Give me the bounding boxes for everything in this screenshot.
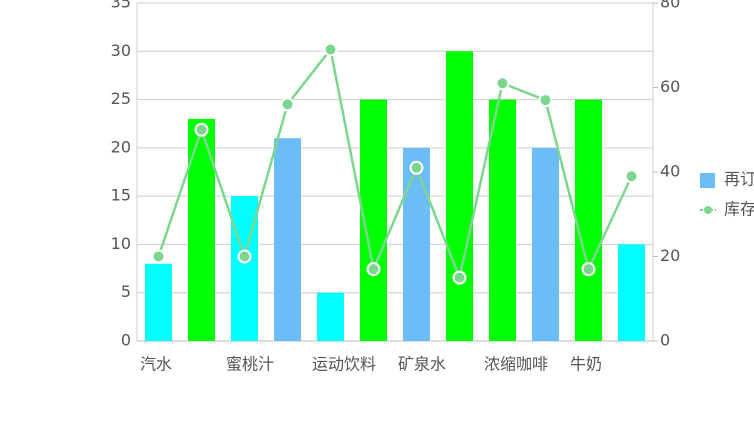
legend-label: 再订 bbox=[724, 170, 754, 189]
line-point bbox=[323, 42, 338, 57]
line-point bbox=[194, 122, 209, 137]
bar bbox=[145, 263, 172, 341]
bar bbox=[188, 118, 215, 341]
x-tick-label: 运动饮料 bbox=[312, 355, 376, 374]
x-tick-label: 浓缩咖啡 bbox=[484, 355, 548, 374]
line-point bbox=[366, 262, 381, 277]
y2-tick-label: 60 bbox=[660, 77, 680, 96]
y-tick-label: 5 bbox=[121, 282, 131, 301]
line-point bbox=[495, 76, 510, 91]
line-point bbox=[151, 249, 166, 264]
y-tick-label: 35 bbox=[111, 0, 131, 12]
legend-swatch bbox=[704, 206, 712, 214]
y2-tick-label: 80 bbox=[660, 0, 680, 12]
bar bbox=[618, 244, 645, 341]
y-tick-label: 10 bbox=[111, 234, 131, 253]
x-tick-label: 牛奶 bbox=[570, 355, 602, 374]
line-point bbox=[237, 249, 252, 264]
line-point bbox=[409, 160, 424, 175]
x-tick-label: 蜜桃汁 bbox=[226, 355, 274, 374]
bar bbox=[317, 292, 344, 341]
line-point bbox=[538, 93, 553, 108]
y-tick-label: 15 bbox=[111, 186, 131, 205]
bar bbox=[489, 99, 516, 341]
line-point bbox=[280, 97, 295, 112]
bar bbox=[446, 51, 473, 342]
y-tick-label: 20 bbox=[111, 137, 131, 156]
line bbox=[157, 46, 633, 282]
line-point bbox=[624, 169, 639, 184]
y-tick-label: 25 bbox=[111, 89, 131, 108]
line-point bbox=[452, 270, 467, 285]
bar bbox=[403, 147, 430, 341]
y2-tick-label: 0 bbox=[660, 331, 670, 350]
bar bbox=[575, 99, 602, 341]
x-tick-label: 汽水 bbox=[140, 355, 172, 374]
line-point bbox=[581, 262, 596, 277]
legend-swatch bbox=[700, 173, 715, 188]
bar bbox=[274, 138, 301, 341]
y-tick-label: 0 bbox=[121, 331, 131, 350]
y-tick-label: 30 bbox=[111, 41, 131, 60]
y2-tick-label: 40 bbox=[660, 162, 680, 181]
y2-tick-label: 20 bbox=[660, 246, 680, 265]
x-tick-label: 矿泉水 bbox=[398, 355, 446, 374]
bar bbox=[532, 147, 559, 341]
bar bbox=[231, 196, 258, 341]
legend-label: 库存 bbox=[724, 200, 754, 219]
